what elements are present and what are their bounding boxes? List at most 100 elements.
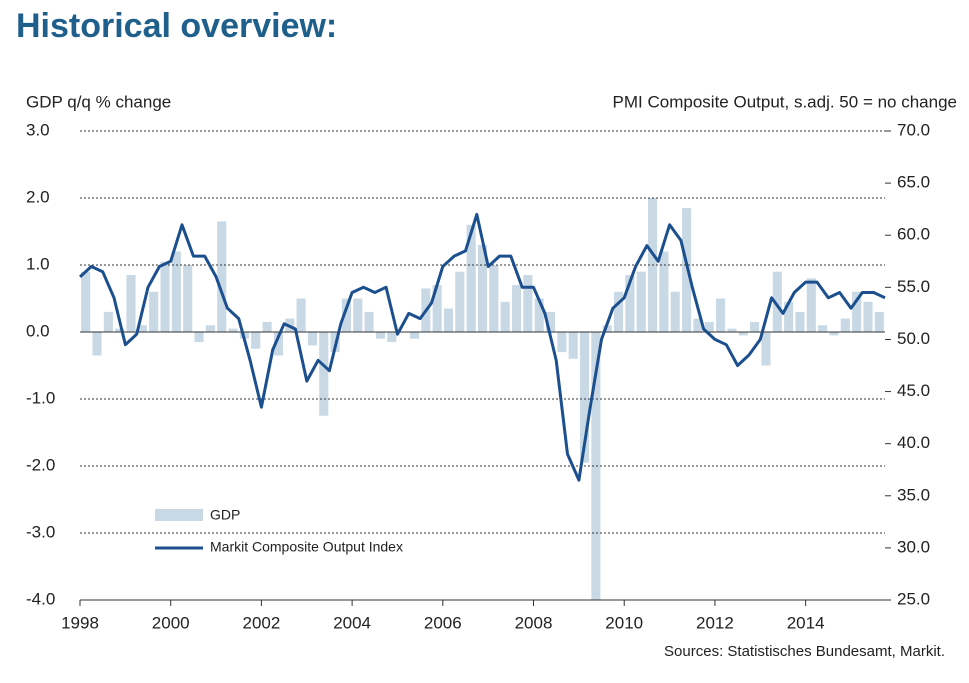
- bar: [727, 328, 737, 332]
- y2-tick-label: 30.0: [897, 537, 930, 556]
- bar: [568, 332, 578, 359]
- y2-tick-label: 25.0: [897, 589, 930, 608]
- x-tick-label: 2008: [515, 613, 553, 632]
- bar: [341, 298, 351, 332]
- y-axis-label: GDP q/q % change: [26, 92, 171, 111]
- bar: [829, 332, 839, 336]
- bar: [387, 332, 397, 343]
- bar: [455, 271, 465, 332]
- line: [78, 212, 886, 482]
- y2-tick-label: 60.0: [897, 225, 930, 244]
- y2-tick-label: 50.0: [897, 329, 930, 348]
- y2-axis-label: PMI Composite Output, s.adj. 50 = no cha…: [613, 92, 957, 111]
- bar: [557, 332, 567, 353]
- bar: [375, 332, 385, 339]
- x-tick-label: 2010: [605, 613, 643, 632]
- bar: [273, 332, 283, 356]
- y2-tick-label: 40.0: [897, 433, 930, 452]
- y2-tick-label: 70.0: [897, 120, 930, 139]
- bar: [149, 291, 159, 332]
- bar: [874, 311, 884, 332]
- bar: [818, 325, 828, 332]
- bar: [409, 332, 420, 339]
- source: Sources: Statistisches Bundesamt, Markit…: [664, 643, 945, 660]
- x-tick-label: 2000: [152, 613, 190, 632]
- bar: [126, 275, 136, 332]
- bar: [364, 311, 374, 332]
- bar: [307, 332, 317, 346]
- x-tick-label: 1998: [61, 613, 99, 632]
- bar: [852, 291, 862, 332]
- bar: [477, 244, 488, 332]
- x-tick-label: 2004: [333, 613, 371, 632]
- bar: [840, 318, 850, 332]
- bar: [194, 332, 204, 343]
- y-tick-label: -1.0: [26, 388, 55, 407]
- y2-tick-label: 55.0: [897, 277, 930, 296]
- bar: [183, 265, 193, 332]
- bar: [636, 271, 646, 332]
- bar: [738, 332, 748, 336]
- x-tick-label: 2002: [242, 613, 280, 632]
- bar: [716, 298, 726, 332]
- bar: [614, 291, 624, 332]
- x-tick-label: 2012: [696, 613, 734, 632]
- bar: [784, 301, 794, 332]
- legend-swatch: [155, 509, 203, 521]
- bar: [466, 224, 476, 332]
- bar: [693, 318, 703, 332]
- bar: [545, 311, 556, 332]
- y-tick-label: -4.0: [26, 589, 55, 608]
- bar: [795, 311, 805, 332]
- bar: [500, 301, 510, 332]
- bar: [443, 308, 454, 332]
- bar: [511, 285, 522, 332]
- y-tick-label: 1.0: [26, 254, 50, 273]
- bar: [353, 298, 363, 332]
- x-tick-label: 2006: [424, 613, 462, 632]
- bar: [772, 271, 782, 332]
- bar: [523, 275, 533, 332]
- bar: [806, 278, 816, 332]
- bar: [761, 332, 771, 366]
- bar: [432, 285, 442, 332]
- chart-title: Historical overview:: [16, 7, 337, 45]
- bar: [580, 332, 590, 463]
- y-tick-label: 3.0: [26, 120, 50, 139]
- y2-tick-label: 45.0: [897, 381, 930, 400]
- bar: [863, 301, 873, 332]
- legend-label: GDP: [210, 507, 240, 523]
- bar: [602, 325, 612, 332]
- bar: [262, 321, 272, 332]
- bar: [625, 275, 635, 332]
- bar: [296, 298, 306, 332]
- bar: [205, 325, 215, 332]
- y2-tick-label: 35.0: [897, 485, 930, 504]
- bar: [115, 328, 125, 332]
- bar: [489, 265, 499, 332]
- bar: [228, 328, 238, 332]
- bar: [750, 321, 760, 332]
- bar: [534, 298, 544, 332]
- bar: [704, 321, 714, 332]
- bar: [137, 325, 147, 332]
- bar: [251, 332, 261, 349]
- bar: [659, 251, 669, 332]
- y2-tick-label: 65.0: [897, 173, 930, 192]
- bar: [171, 251, 181, 332]
- y-tick-label: -2.0: [26, 455, 55, 474]
- bar: [670, 291, 680, 332]
- y-tick-label: -3.0: [26, 522, 55, 541]
- bar: [92, 332, 102, 356]
- bar: [160, 261, 170, 332]
- x-tick-label: 2014: [787, 613, 825, 632]
- bar: [81, 271, 91, 332]
- legend-label: Markit Composite Output Index: [210, 539, 403, 555]
- bar: [319, 332, 329, 416]
- bar: [103, 311, 113, 332]
- bar: [217, 221, 227, 332]
- y-tick-label: 2.0: [26, 187, 50, 206]
- y-tick-label: 0.0: [26, 321, 50, 340]
